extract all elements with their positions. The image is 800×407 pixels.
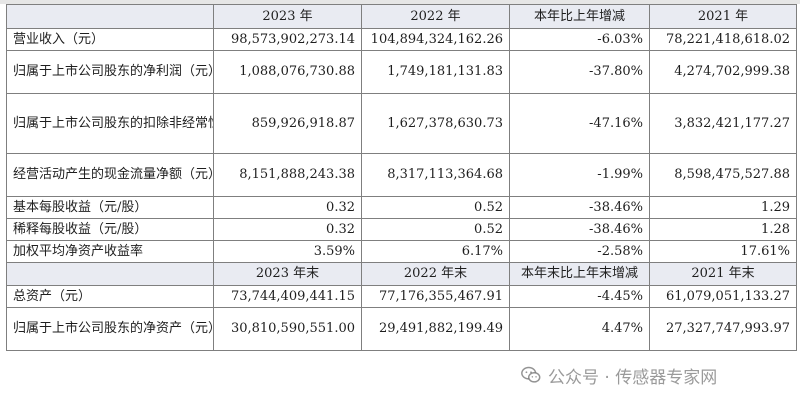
header-row-yearend: 2023 年末 2022 年末 本年末比上年末增减 2021 年末 [6, 262, 797, 286]
row-label: 营业收入（元） [6, 28, 214, 51]
value-cell: 1,627,378,630.73 [361, 93, 510, 154]
financial-summary: 2023 年 2022 年 本年比上年增减 2021 年 营业收入（元） 98,… [6, 4, 797, 404]
table-row: 总资产（元） 73,744,409,441.15 77,176,355,467.… [6, 285, 797, 308]
row-label: 基本每股收益（元/股） [6, 196, 214, 219]
table-row: 经营活动产生的现金流量净额（元） 8,151,888,243.38 8,317,… [6, 153, 797, 197]
value-cell: 29,491,882,199.49 [361, 307, 510, 351]
header-row-annual: 2023 年 2022 年 本年比上年增减 2021 年 [6, 4, 797, 29]
row-label: 经营活动产生的现金流量净额（元） [6, 153, 214, 197]
header-cell: 2021 年 [649, 4, 797, 29]
change-cell: -4.45% [509, 285, 650, 308]
value-cell: 8,151,888,243.38 [213, 153, 362, 197]
table-row: 归属于上市公司股东的扣除非经常性损益的净利润（元） 859,926,918.87… [6, 93, 797, 154]
value-cell: 0.52 [361, 196, 510, 219]
value-cell: 17.61% [649, 240, 797, 263]
value-cell: 8,317,113,364.68 [361, 153, 510, 197]
header-cell: 本年末比上年末增减 [509, 262, 650, 286]
value-cell: 73,744,409,441.15 [213, 285, 362, 308]
change-cell: -38.46% [509, 196, 650, 219]
table-row: 稀释每股收益（元/股） 0.32 0.52 -38.46% 1.28 [6, 218, 797, 241]
value-cell: 78,221,418,618.02 [649, 28, 797, 51]
header-cell: 2022 年 [361, 4, 510, 29]
table-row: 归属于上市公司股东的净利润（元） 1,088,076,730.88 1,749,… [6, 50, 797, 94]
table-row: 营业收入（元） 98,573,902,273.14 104,894,324,16… [6, 28, 797, 51]
value-cell: 27,327,747,993.97 [649, 307, 797, 351]
value-cell: 61,079,051,133.27 [649, 285, 797, 308]
change-cell: 4.47% [509, 307, 650, 351]
value-cell: 0.32 [213, 196, 362, 219]
value-cell: 1,749,181,131.83 [361, 50, 510, 94]
row-label: 稀释每股收益（元/股） [6, 218, 214, 241]
financial-table: 2023 年 2022 年 本年比上年增减 2021 年 营业收入（元） 98,… [6, 4, 797, 351]
value-cell: 1.28 [649, 218, 797, 241]
value-cell: 859,926,918.87 [213, 93, 362, 154]
change-cell: -1.99% [509, 153, 650, 197]
header-cell [6, 262, 214, 286]
header-cell: 2023 年末 [213, 262, 362, 286]
header-cell: 本年比上年增减 [509, 4, 650, 29]
value-cell: 4,274,702,999.38 [649, 50, 797, 94]
value-cell: 0.52 [361, 218, 510, 241]
change-cell: -38.46% [509, 218, 650, 241]
row-label: 加权平均净资产收益率 [6, 240, 214, 263]
value-cell: 8,598,475,527.88 [649, 153, 797, 197]
table-row: 加权平均净资产收益率 3.59% 6.17% -2.58% 17.61% [6, 240, 797, 263]
value-cell: 1,088,076,730.88 [213, 50, 362, 94]
header-cell [6, 4, 214, 29]
change-cell: -2.58% [509, 240, 650, 263]
row-label: 归属于上市公司股东的净利润（元） [6, 50, 214, 94]
change-cell: -6.03% [509, 28, 650, 51]
value-cell: 0.32 [213, 218, 362, 241]
value-cell: 1.29 [649, 196, 797, 219]
value-cell: 30,810,590,551.00 [213, 307, 362, 351]
value-cell: 98,573,902,273.14 [213, 28, 362, 51]
change-cell: -47.16% [509, 93, 650, 154]
top-divider [0, 0, 800, 4]
value-cell: 104,894,324,162.26 [361, 28, 510, 51]
change-cell: -37.80% [509, 50, 650, 94]
table-row: 基本每股收益（元/股） 0.32 0.52 -38.46% 1.29 [6, 196, 797, 219]
value-cell: 6.17% [361, 240, 510, 263]
row-label: 归属于上市公司股东的净资产（元） [6, 307, 214, 351]
value-cell: 77,176,355,467.91 [361, 285, 510, 308]
header-cell: 2022 年末 [361, 262, 510, 286]
header-cell: 2023 年 [213, 4, 362, 29]
value-cell: 3.59% [213, 240, 362, 263]
header-cell: 2021 年末 [649, 262, 797, 286]
row-label: 归属于上市公司股东的扣除非经常性损益的净利润（元） [6, 93, 214, 154]
table-row: 归属于上市公司股东的净资产（元） 30,810,590,551.00 29,49… [6, 307, 797, 351]
row-label: 总资产（元） [6, 285, 214, 308]
value-cell: 3,832,421,177.27 [649, 93, 797, 154]
